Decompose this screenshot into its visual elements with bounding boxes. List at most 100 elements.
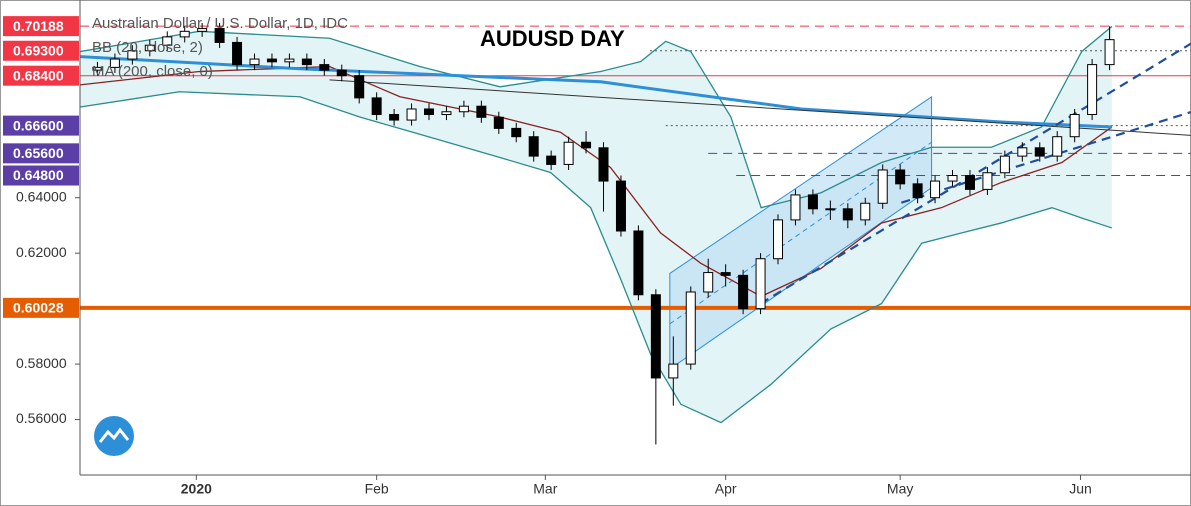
candle-body [389, 114, 400, 121]
candle-body [581, 141, 592, 149]
bb-lower [79, 91, 1113, 424]
x-tick-label: May [887, 481, 913, 497]
candle [458, 100, 469, 118]
candle [947, 169, 958, 187]
trend-line [329, 79, 1191, 136]
candle-body [563, 141, 574, 165]
candle [563, 136, 574, 170]
candle-body [912, 183, 923, 199]
candle-body [860, 202, 871, 221]
candle-body [511, 127, 522, 138]
candle [511, 122, 522, 143]
candle-body [109, 58, 120, 68]
candle [493, 111, 504, 134]
candle [1034, 142, 1045, 162]
y-tick-label: 0.64000 [16, 188, 67, 204]
candle-body [249, 58, 260, 66]
candle-body [703, 272, 714, 293]
candle [162, 31, 173, 51]
level-label: 0.64800 [13, 167, 64, 183]
candle [581, 131, 592, 154]
level-label: 0.65600 [13, 145, 64, 161]
candle [773, 214, 784, 265]
candle [371, 92, 382, 121]
candle-body [738, 274, 749, 310]
candle [284, 53, 295, 68]
candle-body [930, 180, 941, 199]
candle-body [1052, 136, 1063, 157]
candle-body [284, 58, 295, 63]
candle [249, 53, 260, 71]
legend-bb: BB (20, close, 2) [92, 39, 203, 56]
x-tick-label: 2020 [181, 481, 212, 497]
chart-title: AUDUSD DAY [480, 26, 625, 51]
candle-body [162, 36, 173, 46]
candle [982, 167, 993, 195]
level-box [3, 16, 79, 37]
candle [720, 264, 731, 287]
candle-body [1069, 114, 1080, 138]
legend-ma: MA (200, close, 0) [92, 63, 213, 80]
candle-body [441, 111, 452, 116]
candle-body [458, 105, 469, 113]
candle-body [336, 69, 347, 77]
candle-body [424, 108, 435, 116]
candle [1087, 59, 1098, 121]
candle-body [528, 136, 539, 157]
level-label: 0.68400 [13, 67, 64, 83]
candle [930, 175, 941, 204]
level-label: 0.66600 [13, 117, 64, 133]
candle-body [807, 194, 818, 210]
x-tick-label: Apr [715, 481, 737, 497]
candle-body [232, 41, 243, 66]
candle [755, 253, 766, 315]
bb-cloud [80, 26, 1112, 423]
candle-body [1087, 64, 1098, 116]
candle-body [668, 363, 679, 379]
level-label: 0.69300 [13, 42, 64, 58]
trend-line [759, 42, 1191, 305]
level-box [3, 40, 79, 61]
candle-body [1104, 39, 1115, 66]
bb-upper [79, 25, 1113, 209]
candle-body [1017, 147, 1028, 157]
candle [790, 189, 801, 226]
candle-body [755, 258, 766, 310]
candle-body [354, 75, 365, 99]
candle [738, 269, 749, 315]
candle-body [720, 272, 731, 276]
candle-body [197, 28, 208, 32]
candle-body [493, 116, 504, 129]
candle [895, 164, 906, 190]
candle-body [825, 208, 836, 211]
level-box [3, 115, 79, 136]
candle-body [92, 66, 103, 71]
candle [406, 103, 417, 126]
candle-body [842, 208, 853, 221]
candle [703, 258, 714, 298]
candle [109, 53, 120, 73]
candle-body [301, 58, 312, 66]
candle [668, 336, 679, 406]
candle [179, 25, 190, 43]
candle [1104, 26, 1115, 71]
candle [232, 36, 243, 71]
candle [336, 64, 347, 82]
y-tick-label: 0.56000 [16, 410, 67, 426]
level-box [3, 143, 79, 164]
candle-body [214, 28, 225, 43]
level-label: 0.60028 [13, 300, 64, 316]
candle-body [476, 105, 487, 118]
candle-body [371, 97, 382, 116]
candle-body [685, 291, 696, 365]
candle [633, 225, 644, 301]
level-box [3, 65, 79, 86]
candle [685, 286, 696, 370]
candle-body [895, 169, 906, 185]
candle [528, 131, 539, 162]
candle [197, 23, 208, 37]
candle-body [179, 30, 190, 38]
candle-body [406, 108, 417, 121]
candle [546, 150, 557, 170]
